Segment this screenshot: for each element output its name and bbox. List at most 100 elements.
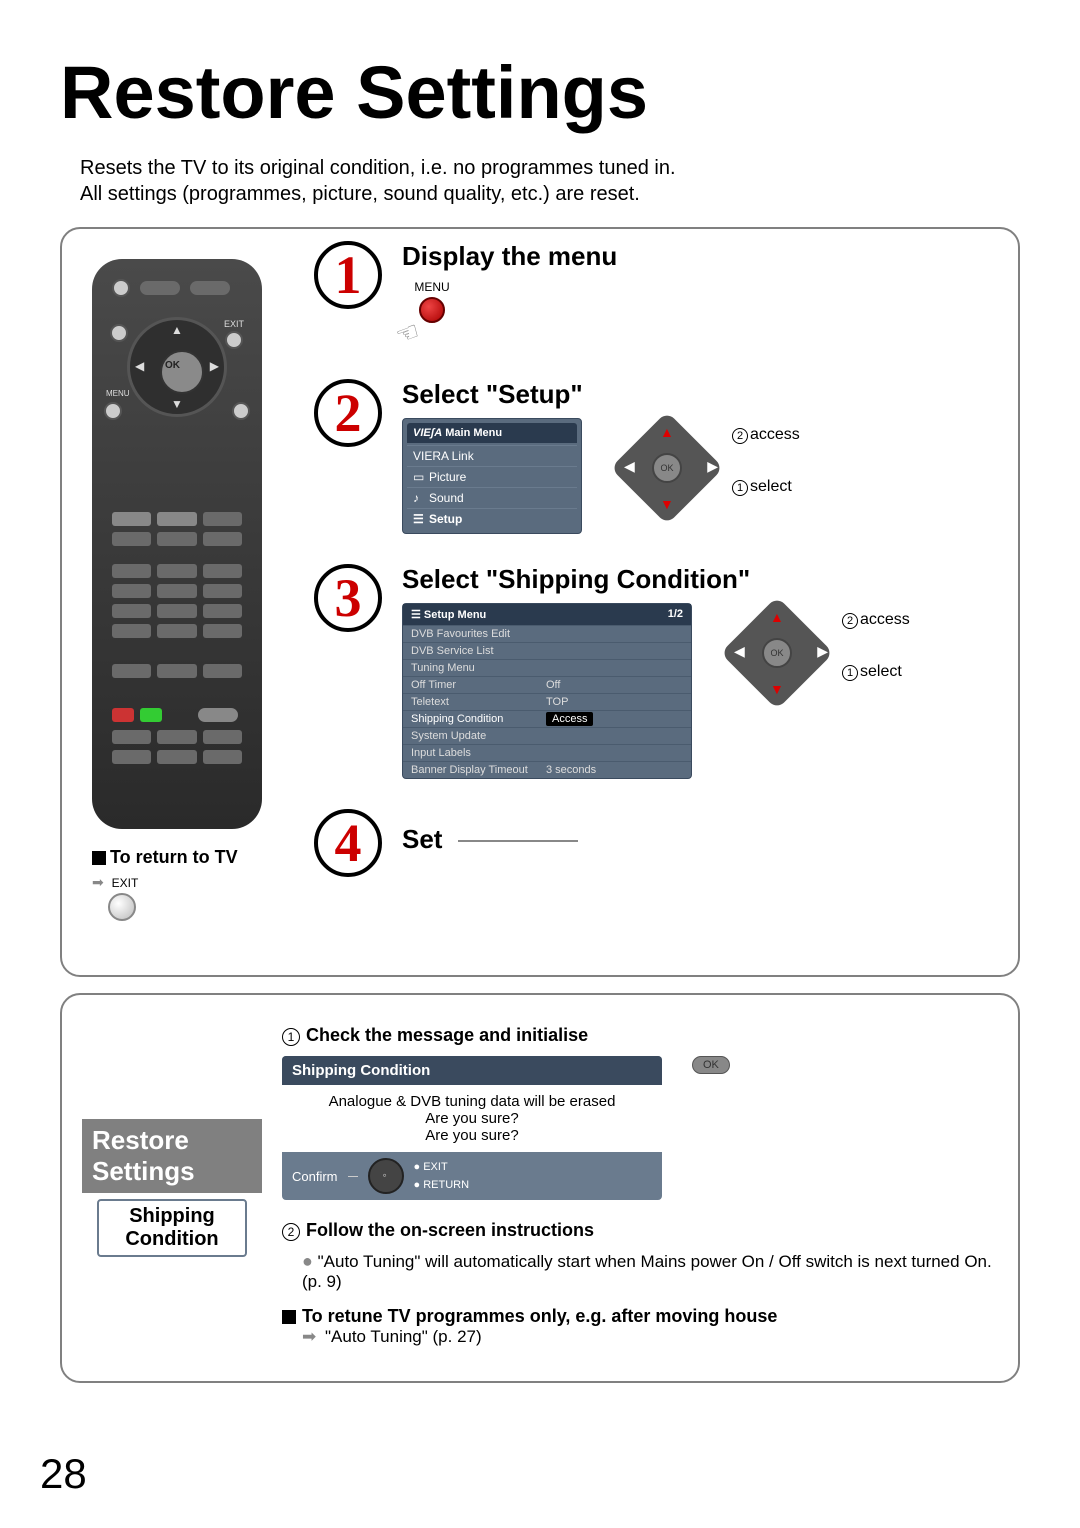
remote-arrow-down-icon: ▼ bbox=[171, 397, 183, 411]
intro-line-2: All settings (programmes, picture, sound… bbox=[80, 181, 1020, 207]
step-number-3: 3 bbox=[314, 564, 382, 632]
details-panel: RestoreSettings ShippingCondition 1Check… bbox=[60, 993, 1020, 1383]
step-number-2: 2 bbox=[314, 379, 382, 447]
nav-left-icon: ◀ bbox=[624, 458, 635, 475]
remote-ok-label: OK bbox=[165, 360, 180, 371]
dialog-body: Analogue & DVB tuning data will be erase… bbox=[282, 1085, 662, 1152]
main-menu-osd: VIEʃA Main Menu VIERA Link ▭Picture ♪Sou… bbox=[402, 418, 582, 534]
shipping-condition-dialog: Shipping Condition Analogue & DVB tuning… bbox=[282, 1056, 662, 1200]
nav-right-icon: ▶ bbox=[817, 643, 828, 660]
steps-panel: EXIT MENU OK ▲ ▼ ◀ ▶ bbox=[60, 227, 1020, 977]
substep-2-text: ● "Auto Tuning" will automatically start… bbox=[302, 1251, 998, 1292]
list-icon: ☰ bbox=[413, 512, 425, 526]
remote-dpad: OK ▲ ▼ ◀ ▶ bbox=[127, 317, 227, 417]
remote-bar-btn bbox=[140, 281, 180, 295]
remote-exit-icon bbox=[225, 331, 243, 349]
setup-menu-header: ☰ Setup Menu 1/2 bbox=[403, 604, 691, 625]
arrow-right-icon: ➡ bbox=[92, 874, 104, 891]
ok-button-icon: OK bbox=[652, 453, 682, 483]
step-4: 4 Set bbox=[314, 809, 1006, 877]
nav-down-icon: ▼ bbox=[660, 496, 674, 512]
remote-menu-btn-icon bbox=[104, 402, 122, 420]
remote-column: EXIT MENU OK ▲ ▼ ◀ ▶ bbox=[92, 259, 282, 924]
osd-item-picture: ▭Picture bbox=[407, 466, 577, 487]
restore-settings-label: RestoreSettings bbox=[82, 1119, 262, 1193]
setup-row: DVB Service List bbox=[411, 645, 546, 657]
nav-up-icon: ▲ bbox=[770, 609, 784, 625]
step-number-1: 1 bbox=[314, 241, 382, 309]
setup-menu-osd: ☰ Setup Menu 1/2 DVB Favourites Edit DVB… bbox=[402, 603, 692, 779]
nav-up-icon: ▲ bbox=[660, 424, 674, 440]
shipping-condition-badge: ShippingCondition bbox=[97, 1199, 247, 1257]
details-left-col: RestoreSettings ShippingCondition bbox=[82, 1025, 262, 1351]
square-bullet-icon bbox=[282, 1310, 296, 1324]
menu-button-icon bbox=[419, 297, 445, 323]
nav-dpad-diagram: OK ▲ ▼ ◀ ▶ bbox=[612, 418, 742, 518]
details-right-col: 1Check the message and initialise Shippi… bbox=[282, 1025, 998, 1351]
dialog-footer: Confirm ● EXIT ● RETURN bbox=[282, 1152, 662, 1200]
step-1: 1 Display the menu MENU ☜ bbox=[314, 241, 1006, 349]
remote-arrow-right-icon: ▶ bbox=[210, 359, 219, 373]
setup-row: DVB Favourites Edit bbox=[411, 628, 546, 640]
substep-1-heading: 1Check the message and initialise bbox=[282, 1025, 998, 1046]
nav-right-icon: ▶ bbox=[707, 458, 718, 475]
connector-line bbox=[458, 840, 578, 842]
nav-left-icon: ◀ bbox=[734, 643, 745, 660]
dialog-title: Shipping Condition bbox=[282, 1056, 662, 1085]
page-title: Restore Settings bbox=[60, 50, 1020, 135]
step-3-title: Select "Shipping Condition" bbox=[402, 564, 1006, 595]
setup-row-shipping-condition: Shipping ConditionAccess bbox=[403, 710, 691, 727]
osd-item-setup: ☰Setup bbox=[407, 508, 577, 529]
page-number: 28 bbox=[40, 1450, 87, 1498]
retune-heading: To retune TV programmes only, e.g. after… bbox=[282, 1306, 998, 1327]
nav-dpad-diagram: OK ▲ ▼ ◀ ▶ bbox=[722, 603, 852, 703]
intro-text: Resets the TV to its original condition,… bbox=[80, 155, 1020, 207]
remote-button-grid bbox=[112, 512, 242, 764]
step-1-title: Display the menu bbox=[402, 241, 1006, 272]
remote-side-btn-icon bbox=[232, 402, 250, 420]
remote-arrow-up-icon: ▲ bbox=[171, 323, 183, 337]
step-4-title: Set bbox=[402, 824, 578, 855]
step-2-title: Select "Setup" bbox=[402, 379, 1006, 410]
remote-control-image: EXIT MENU OK ▲ ▼ ◀ ▶ bbox=[92, 259, 262, 829]
steps-list: 1 Display the menu MENU ☜ 2 Select "Setu… bbox=[314, 241, 1006, 877]
intro-line-1: Resets the TV to its original condition,… bbox=[80, 155, 1020, 181]
nav-down-icon: ▼ bbox=[770, 681, 784, 697]
remote-gray-btn-icon bbox=[198, 708, 238, 722]
step-3: 3 Select "Shipping Condition" ☰ Setup Me… bbox=[314, 564, 1006, 779]
setup-row: System Update bbox=[411, 730, 546, 742]
ok-pill-icon: OK bbox=[692, 1056, 730, 1074]
exit-button-icon bbox=[108, 893, 136, 921]
remote-bar-btn bbox=[190, 281, 230, 295]
ok-button-icon: OK bbox=[762, 638, 792, 668]
mini-dpad-icon bbox=[368, 1158, 404, 1194]
nav-labels: 2access 1select bbox=[842, 611, 910, 715]
menu-button-illustration: MENU ☜ bbox=[402, 280, 1006, 349]
osd-item-viera-link: VIERA Link bbox=[407, 445, 577, 466]
remote-green-btn-icon bbox=[140, 708, 162, 722]
sound-icon: ♪ bbox=[413, 491, 425, 505]
remote-btn-icon bbox=[110, 324, 128, 342]
step-2: 2 Select "Setup" VIEʃA Main Menu VIERA L… bbox=[314, 379, 1006, 534]
remote-arrow-left-icon: ◀ bbox=[135, 359, 144, 373]
setup-row: Input Labels bbox=[411, 747, 546, 759]
nav-labels: 2access 1select bbox=[732, 426, 800, 530]
osd-item-sound: ♪Sound bbox=[407, 487, 577, 508]
retune-text: ➡ "Auto Tuning" (p. 27) bbox=[302, 1327, 998, 1347]
remote-red-btn-icon bbox=[112, 708, 134, 722]
osd-main-menu-title: VIEʃA Main Menu bbox=[407, 423, 577, 443]
remote-power-icon bbox=[112, 279, 130, 297]
return-to-tv-heading: To return to TV bbox=[92, 847, 282, 868]
bullet-icon: ● bbox=[302, 1251, 313, 1271]
step-number-4: 4 bbox=[314, 809, 382, 877]
setup-row: Banner Display Timeout bbox=[411, 764, 546, 776]
exit-instruction: ➡ EXIT bbox=[92, 874, 282, 924]
list-icon: ☰ bbox=[411, 609, 424, 621]
setup-row: Tuning Menu bbox=[411, 662, 546, 674]
menu-label: MENU bbox=[402, 280, 462, 294]
arrow-right-icon: ➡ bbox=[302, 1327, 316, 1346]
substep-2-heading: 2Follow the on-screen instructions bbox=[282, 1220, 998, 1241]
picture-icon: ▭ bbox=[413, 470, 425, 484]
setup-row: Off Timer bbox=[411, 679, 546, 691]
setup-row: Teletext bbox=[411, 696, 546, 708]
